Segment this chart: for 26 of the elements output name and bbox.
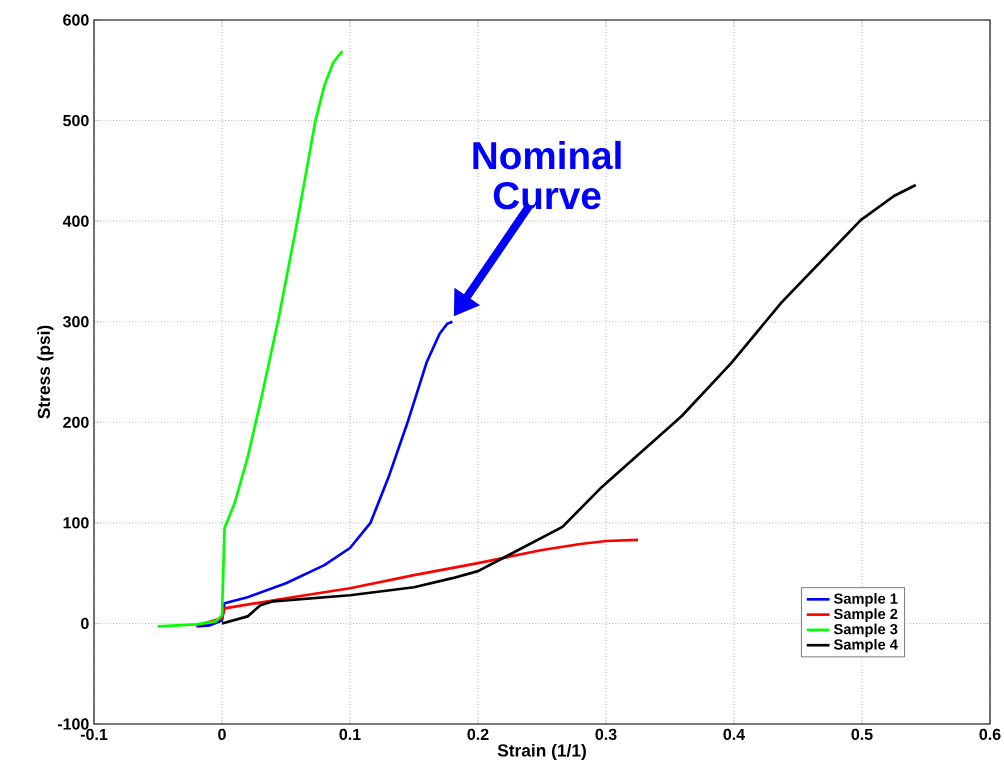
x-tick-label: 0.6 <box>979 728 1001 741</box>
x-tick-label: 0.3 <box>595 728 617 741</box>
x-tick-label: 0 <box>218 728 226 741</box>
line-series <box>220 183 918 625</box>
y-tick-label: 100 <box>63 517 89 529</box>
y-axis-title: Stress (psi) <box>37 325 54 419</box>
line-series <box>156 49 344 628</box>
y-tick-label: -100 <box>57 718 89 730</box>
x-tick-label: 0.1 <box>339 728 361 741</box>
y-tick-label: 600 <box>63 14 89 26</box>
legend-label: Sample 1 <box>833 593 898 607</box>
x-axis-title: Strain (1/1) <box>497 743 586 761</box>
legend-label: Sample 4 <box>833 638 898 653</box>
y-tick-label: 200 <box>63 416 89 428</box>
x-tick-label: -0.1 <box>80 728 108 741</box>
legend-label: Sample 3 <box>833 623 898 638</box>
line-series <box>195 320 454 628</box>
y-tick-label: 300 <box>62 316 89 328</box>
x-tick-label: 0.2 <box>467 728 489 741</box>
annotation: Nominal Curve <box>473 140 621 210</box>
x-tick-label: 0.4 <box>723 728 746 741</box>
y-tick-label: 400 <box>62 215 89 227</box>
y-tick-label: 0 <box>81 617 89 630</box>
legend-label: Sample 2 <box>833 608 898 622</box>
y-tick-label: 500 <box>63 114 89 127</box>
x-tick-label: 0.5 <box>851 728 873 741</box>
